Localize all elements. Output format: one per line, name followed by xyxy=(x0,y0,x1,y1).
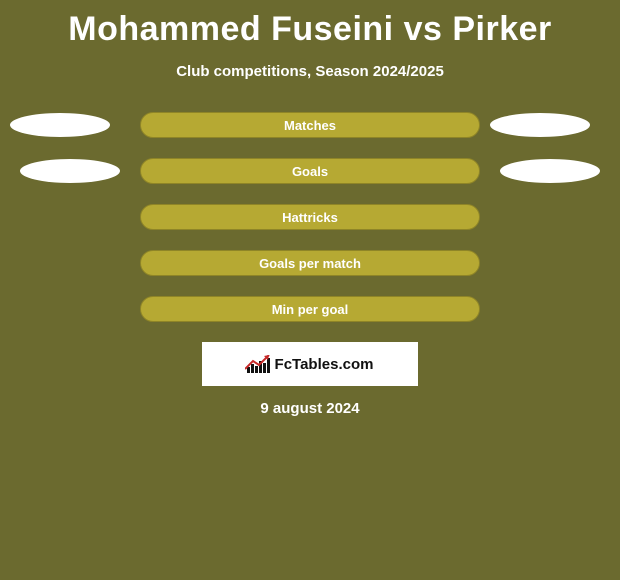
brand-text: FcTables.com xyxy=(275,356,374,373)
left-value-ellipse xyxy=(10,113,110,137)
fctables-logo-icon xyxy=(247,355,269,373)
stat-rows: Matches Goals Hattricks Goals per match Min … xyxy=(0,112,620,322)
date-text: 9 august 2024 xyxy=(260,400,359,417)
right-value-ellipse xyxy=(500,159,600,183)
footer-badge: FcTables.com xyxy=(202,342,418,386)
stat-row: Goals per match xyxy=(0,250,620,276)
left-value-ellipse xyxy=(20,159,120,183)
stat-bar: Matches xyxy=(140,112,480,138)
stat-bar: Hattricks xyxy=(140,204,480,230)
stat-label: Goals xyxy=(292,164,328,179)
content-wrapper: Mohammed Fuseini vs Pirker Club competit… xyxy=(0,0,620,580)
subtitle: Club competitions, Season 2024/2025 xyxy=(176,63,444,80)
stat-label: Min per goal xyxy=(272,302,349,317)
stat-row: Goals xyxy=(0,158,620,184)
stat-row: Min per goal xyxy=(0,296,620,322)
stat-label: Matches xyxy=(284,118,336,133)
stat-bar: Min per goal xyxy=(140,296,480,322)
page-title: Mohammed Fuseini vs Pirker xyxy=(68,10,552,49)
right-value-ellipse xyxy=(490,113,590,137)
stat-row: Hattricks xyxy=(0,204,620,230)
stat-row: Matches xyxy=(0,112,620,138)
stat-bar: Goals per match xyxy=(140,250,480,276)
stat-label: Hattricks xyxy=(282,210,338,225)
stat-bar: Goals xyxy=(140,158,480,184)
stat-label: Goals per match xyxy=(259,256,361,271)
